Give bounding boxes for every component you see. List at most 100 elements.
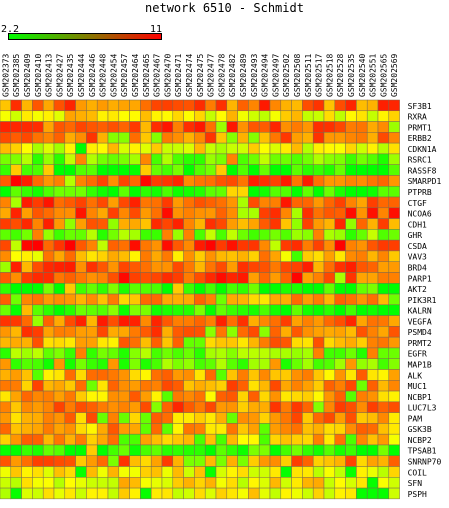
heatmap-cell — [194, 347, 206, 359]
heatmap-cell — [96, 477, 109, 489]
heatmap-cell — [291, 487, 303, 500]
heatmap-cell — [248, 390, 260, 403]
heatmap-cell — [96, 218, 109, 230]
heatmap-cell — [118, 175, 130, 187]
heatmap-cell — [237, 444, 249, 456]
heatmap-cell — [194, 326, 206, 338]
row-label: NCOA6 — [408, 210, 432, 219]
heatmap-cell — [258, 455, 271, 467]
heatmap-cell — [96, 272, 109, 284]
heatmap-cell — [215, 110, 228, 122]
heatmap-cell — [118, 207, 130, 219]
heatmap-cell — [366, 229, 379, 241]
heatmap-cell — [64, 153, 76, 165]
heatmap-cell — [0, 132, 12, 144]
heatmap-cell — [226, 401, 238, 413]
heatmap-cell — [140, 423, 152, 435]
heatmap-cell — [280, 369, 292, 381]
heatmap-cell — [53, 369, 66, 381]
heatmap-cell — [10, 250, 22, 262]
heatmap-cell — [10, 326, 22, 338]
heatmap-cell — [64, 261, 76, 273]
heatmap-cell — [377, 380, 390, 392]
column-label: GSM202551 — [369, 53, 378, 97]
heatmap-cell — [258, 293, 271, 306]
heatmap-cell — [356, 401, 368, 413]
heatmap-cell — [258, 196, 271, 209]
heatmap-cell — [312, 239, 325, 252]
heatmap-cell — [248, 477, 260, 489]
row-label: GSK3B — [408, 425, 432, 434]
heatmap-cell — [183, 250, 195, 262]
heatmap-cell — [161, 283, 174, 295]
heatmap-cell — [204, 423, 217, 435]
heatmap-cell — [258, 175, 271, 187]
heatmap-cell — [388, 412, 400, 424]
heatmap-cell — [366, 455, 379, 467]
heatmap-cell — [150, 132, 163, 144]
heatmap-cell — [248, 487, 260, 500]
heatmap-cell — [366, 336, 379, 349]
heatmap-cell — [21, 433, 33, 446]
heatmap-cell — [150, 358, 163, 370]
heatmap-cell — [118, 401, 130, 413]
heatmap-cell — [53, 466, 66, 478]
heatmap-cell — [248, 196, 260, 209]
heatmap-cell — [21, 326, 33, 338]
heatmap-cell — [42, 293, 55, 306]
heatmap-cell — [215, 369, 228, 381]
heatmap-cell — [107, 185, 120, 198]
heatmap-cell — [269, 121, 282, 133]
heatmap-cell — [323, 401, 336, 413]
heatmap-cell — [377, 272, 390, 284]
heatmap-cell — [129, 423, 141, 435]
heatmap-cell — [345, 444, 357, 456]
heatmap-cell — [312, 142, 325, 155]
heatmap-cell — [366, 250, 379, 262]
heatmap-cell — [53, 175, 66, 187]
column-label: GSM202454 — [109, 53, 118, 97]
heatmap-cell — [64, 487, 76, 500]
heatmap-cell — [21, 401, 33, 413]
heatmap-cell — [183, 380, 195, 392]
heatmap-cell — [64, 380, 76, 392]
heatmap-cell — [53, 380, 66, 392]
heatmap-cell — [64, 336, 76, 349]
heatmap-cell — [53, 261, 66, 273]
heatmap-cell — [118, 412, 130, 424]
heatmap-cell — [388, 444, 400, 456]
heatmap-cell — [291, 164, 303, 176]
heatmap-cell — [302, 423, 314, 435]
heatmap-cell — [150, 110, 163, 122]
heatmap-cell — [129, 336, 141, 349]
column-label: GSM202444 — [77, 53, 86, 97]
heatmap-cell — [237, 315, 249, 327]
heatmap-cell — [269, 164, 282, 176]
heatmap-cell — [161, 412, 174, 424]
heatmap-cell — [291, 293, 303, 306]
heatmap-cell — [172, 207, 184, 219]
heatmap-cell — [107, 229, 120, 241]
heatmap-cell — [366, 347, 379, 359]
heatmap-cell — [0, 412, 12, 424]
heatmap-cell — [0, 477, 12, 489]
heatmap-cell — [334, 142, 346, 155]
heatmap-cell — [183, 175, 195, 187]
heatmap-cell — [64, 99, 76, 112]
heatmap-cell — [75, 207, 87, 219]
row-label: CTGF — [408, 199, 427, 208]
heatmap-cell — [172, 487, 184, 500]
heatmap-cell — [345, 477, 357, 489]
heatmap-cell — [10, 401, 22, 413]
heatmap-cell — [323, 164, 336, 176]
heatmap-cell — [312, 229, 325, 241]
heatmap-cell — [377, 153, 390, 165]
heatmap-cell — [291, 358, 303, 370]
heatmap-cell — [118, 347, 130, 359]
heatmap-cell — [172, 358, 184, 370]
heatmap-cell — [388, 390, 400, 403]
heatmap-cell — [150, 185, 163, 198]
heatmap-cell — [118, 239, 130, 252]
heatmap-cell — [248, 239, 260, 252]
heatmap-cell — [204, 153, 217, 165]
